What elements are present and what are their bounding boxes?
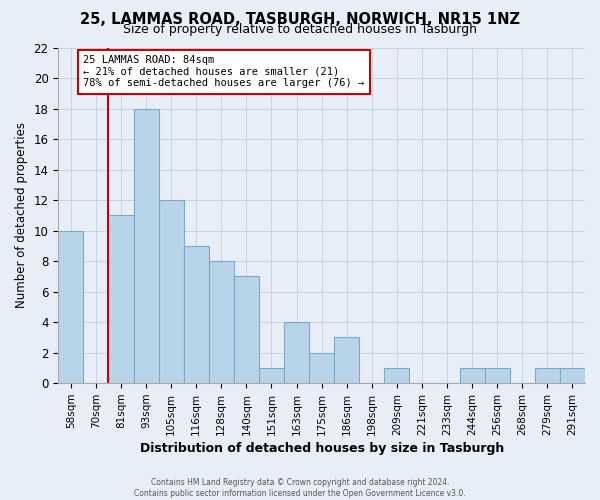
- Bar: [158, 200, 184, 383]
- Bar: [385, 368, 409, 383]
- Bar: [184, 246, 209, 383]
- Text: Size of property relative to detached houses in Tasburgh: Size of property relative to detached ho…: [123, 22, 477, 36]
- Bar: [560, 368, 585, 383]
- Text: 25 LAMMAS ROAD: 84sqm
← 21% of detached houses are smaller (21)
78% of semi-deta: 25 LAMMAS ROAD: 84sqm ← 21% of detached …: [83, 55, 365, 88]
- Text: Contains HM Land Registry data © Crown copyright and database right 2024.
Contai: Contains HM Land Registry data © Crown c…: [134, 478, 466, 498]
- Bar: [209, 261, 234, 383]
- Bar: [234, 276, 259, 383]
- Y-axis label: Number of detached properties: Number of detached properties: [15, 122, 28, 308]
- Bar: [334, 338, 359, 383]
- Bar: [309, 352, 334, 383]
- Text: 25, LAMMAS ROAD, TASBURGH, NORWICH, NR15 1NZ: 25, LAMMAS ROAD, TASBURGH, NORWICH, NR15…: [80, 12, 520, 28]
- X-axis label: Distribution of detached houses by size in Tasburgh: Distribution of detached houses by size …: [140, 442, 504, 455]
- Bar: [485, 368, 510, 383]
- Bar: [109, 216, 134, 383]
- Bar: [58, 230, 83, 383]
- Bar: [460, 368, 485, 383]
- Bar: [284, 322, 309, 383]
- Bar: [259, 368, 284, 383]
- Bar: [134, 108, 158, 383]
- Bar: [535, 368, 560, 383]
